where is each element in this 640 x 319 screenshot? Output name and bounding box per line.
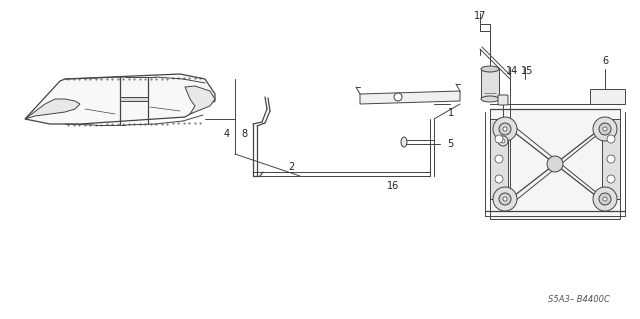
- Circle shape: [599, 193, 611, 205]
- Circle shape: [503, 127, 507, 131]
- Ellipse shape: [481, 66, 499, 72]
- Circle shape: [493, 187, 517, 211]
- Text: 8: 8: [241, 129, 247, 139]
- Ellipse shape: [481, 96, 499, 102]
- Circle shape: [495, 135, 503, 143]
- Polygon shape: [490, 119, 508, 199]
- Circle shape: [603, 127, 607, 131]
- Circle shape: [547, 156, 563, 172]
- Circle shape: [495, 175, 503, 183]
- Ellipse shape: [401, 137, 407, 147]
- Circle shape: [498, 136, 508, 146]
- Polygon shape: [481, 69, 499, 99]
- FancyBboxPatch shape: [498, 95, 508, 105]
- Circle shape: [603, 197, 607, 201]
- Circle shape: [493, 117, 517, 141]
- Text: 2: 2: [288, 162, 294, 172]
- Circle shape: [501, 139, 505, 143]
- Polygon shape: [120, 97, 148, 101]
- Circle shape: [495, 155, 503, 163]
- Circle shape: [593, 187, 617, 211]
- Polygon shape: [25, 99, 80, 119]
- Text: 1: 1: [448, 108, 454, 118]
- Text: 15: 15: [521, 66, 533, 76]
- Circle shape: [394, 93, 402, 101]
- Circle shape: [503, 197, 507, 201]
- Polygon shape: [185, 86, 215, 114]
- Text: 6: 6: [602, 56, 608, 66]
- Polygon shape: [25, 74, 215, 124]
- Polygon shape: [490, 109, 620, 219]
- Polygon shape: [360, 91, 460, 104]
- Circle shape: [607, 135, 615, 143]
- Text: 4: 4: [224, 129, 230, 139]
- Circle shape: [499, 193, 511, 205]
- Text: 14: 14: [506, 66, 518, 76]
- Text: 17: 17: [474, 11, 486, 21]
- Circle shape: [499, 123, 511, 135]
- Polygon shape: [602, 119, 620, 199]
- Text: 16: 16: [387, 181, 399, 191]
- Circle shape: [593, 117, 617, 141]
- Polygon shape: [590, 89, 625, 104]
- Circle shape: [607, 155, 615, 163]
- Text: S5A3– B4400C: S5A3– B4400C: [548, 295, 610, 304]
- Circle shape: [599, 123, 611, 135]
- Text: 5: 5: [447, 139, 453, 149]
- Circle shape: [607, 175, 615, 183]
